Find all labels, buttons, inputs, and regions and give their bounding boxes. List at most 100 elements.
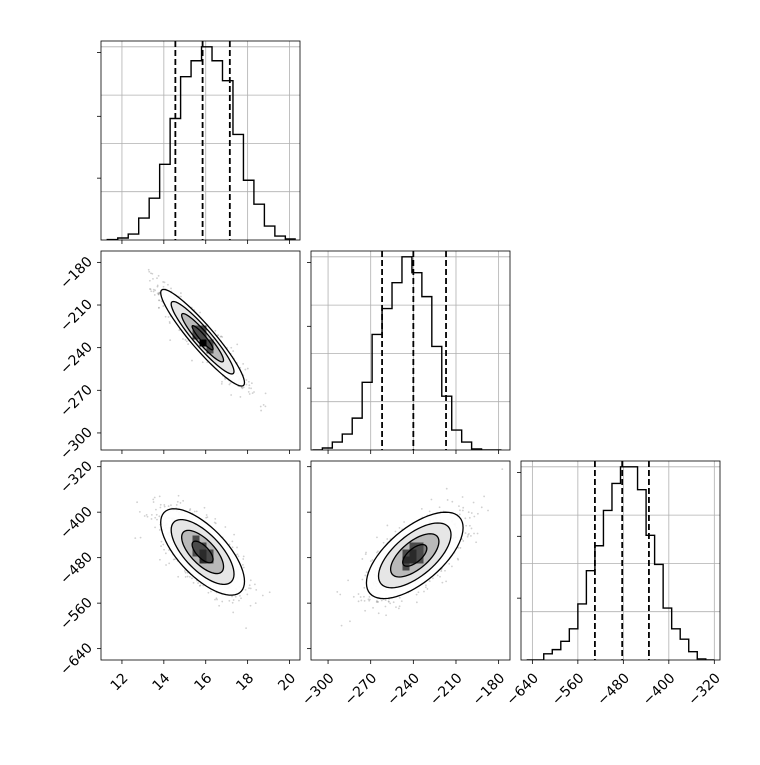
- histogram-bin: [432, 346, 442, 450]
- scatter-point: [165, 316, 167, 318]
- scatter-point: [152, 278, 154, 280]
- scatter-point: [501, 468, 503, 470]
- scatter-point: [152, 499, 154, 501]
- histogram-panel-2: [307, 251, 510, 454]
- scatter-point: [185, 572, 187, 574]
- panel-frame: [521, 461, 720, 660]
- scatter-point: [462, 496, 464, 498]
- scatter-point: [243, 567, 245, 569]
- scatter-point: [231, 596, 233, 598]
- scatter-point: [366, 571, 368, 573]
- histogram-bin: [243, 180, 253, 240]
- scatter-point: [255, 602, 257, 604]
- scatter-point: [269, 591, 271, 593]
- scatter-point: [205, 517, 207, 519]
- scatter-point: [360, 600, 362, 602]
- scatter-point: [216, 599, 218, 601]
- histogram-bin: [139, 218, 149, 240]
- scatter-point: [385, 599, 387, 601]
- histogram-bin: [578, 604, 587, 660]
- scatter-content: [134, 495, 270, 629]
- histogram-bin: [382, 309, 392, 450]
- scatter-point: [232, 602, 234, 604]
- scatter-point: [158, 275, 160, 277]
- scatter-point: [429, 510, 431, 512]
- scatter-point: [230, 347, 232, 349]
- scatter-point: [214, 330, 216, 332]
- scatter-point: [458, 547, 460, 549]
- scatter-point: [150, 290, 152, 292]
- scatter-point: [475, 541, 477, 543]
- x-tick-label: −320: [685, 670, 724, 709]
- scatter-point: [117, 242, 119, 244]
- scatter-point: [393, 601, 395, 603]
- scatter-point: [154, 526, 156, 528]
- x-tick-label: 20: [275, 670, 299, 694]
- scatter-point: [165, 552, 167, 554]
- scatter-point: [468, 511, 470, 513]
- y-tick-label: −320: [57, 458, 96, 497]
- scatter-point: [441, 582, 443, 584]
- scatter-point: [385, 614, 387, 616]
- scatter-point: [477, 533, 479, 535]
- scatter-point: [385, 606, 387, 608]
- scatter-point: [214, 599, 216, 601]
- scatter-point: [210, 591, 212, 593]
- scatter-point: [168, 316, 170, 318]
- scatter-point: [248, 587, 250, 589]
- histogram-content: [521, 461, 720, 660]
- histogram-bin: [663, 608, 672, 660]
- scatter-point: [353, 596, 355, 598]
- scatter-point: [169, 321, 171, 323]
- histogram-bin: [160, 164, 170, 240]
- scatter-point: [377, 601, 379, 603]
- scatter-point: [473, 533, 475, 535]
- scatter-point: [158, 515, 160, 517]
- histogram-bin: [603, 510, 612, 660]
- scatter-point: [153, 289, 155, 291]
- x-tick-label: −240: [384, 670, 423, 709]
- scatter-point: [248, 391, 250, 393]
- x-tick-label: −640: [503, 670, 542, 709]
- scatter-point: [185, 576, 187, 578]
- scatter-point: [365, 552, 367, 554]
- scatter-point: [180, 502, 182, 504]
- histogram-bin: [128, 234, 138, 240]
- scatter-point: [381, 600, 383, 602]
- scatter-point: [250, 387, 252, 389]
- scatter-point: [180, 296, 182, 298]
- scatter-point: [377, 550, 379, 552]
- histogram-bin: [462, 442, 472, 450]
- scatter-point: [147, 516, 149, 518]
- scatter-point: [473, 516, 475, 518]
- scatter-point: [250, 588, 252, 590]
- scatter-point: [224, 526, 226, 528]
- scatter-point: [458, 505, 460, 507]
- scatter-point: [451, 566, 453, 568]
- x-tick-label: −300: [299, 670, 338, 709]
- scatter-content: [117, 242, 266, 412]
- scatter-point: [255, 589, 257, 591]
- density-cell: [417, 550, 424, 557]
- scatter-point: [446, 488, 448, 490]
- x-tick-label: −400: [640, 670, 679, 709]
- scatter-point: [177, 501, 179, 503]
- scatter-point: [151, 518, 153, 520]
- scatter-point: [370, 560, 372, 562]
- scatter-point: [363, 587, 365, 589]
- scatter-point: [149, 280, 151, 282]
- scatter-point: [163, 504, 165, 506]
- scatter-point: [215, 522, 217, 524]
- scatter-point: [431, 499, 433, 501]
- scatter-point: [465, 525, 467, 527]
- histogram-bin: [595, 546, 604, 660]
- scatter-point: [240, 597, 242, 599]
- scatter-point: [358, 600, 360, 602]
- scatter-point: [140, 537, 142, 539]
- scatter-point: [238, 555, 240, 557]
- scatter-point: [451, 501, 453, 503]
- histogram-bin: [352, 418, 362, 450]
- histogram-bin: [680, 639, 689, 660]
- scatter-point: [233, 599, 235, 601]
- scatter-point: [388, 600, 390, 602]
